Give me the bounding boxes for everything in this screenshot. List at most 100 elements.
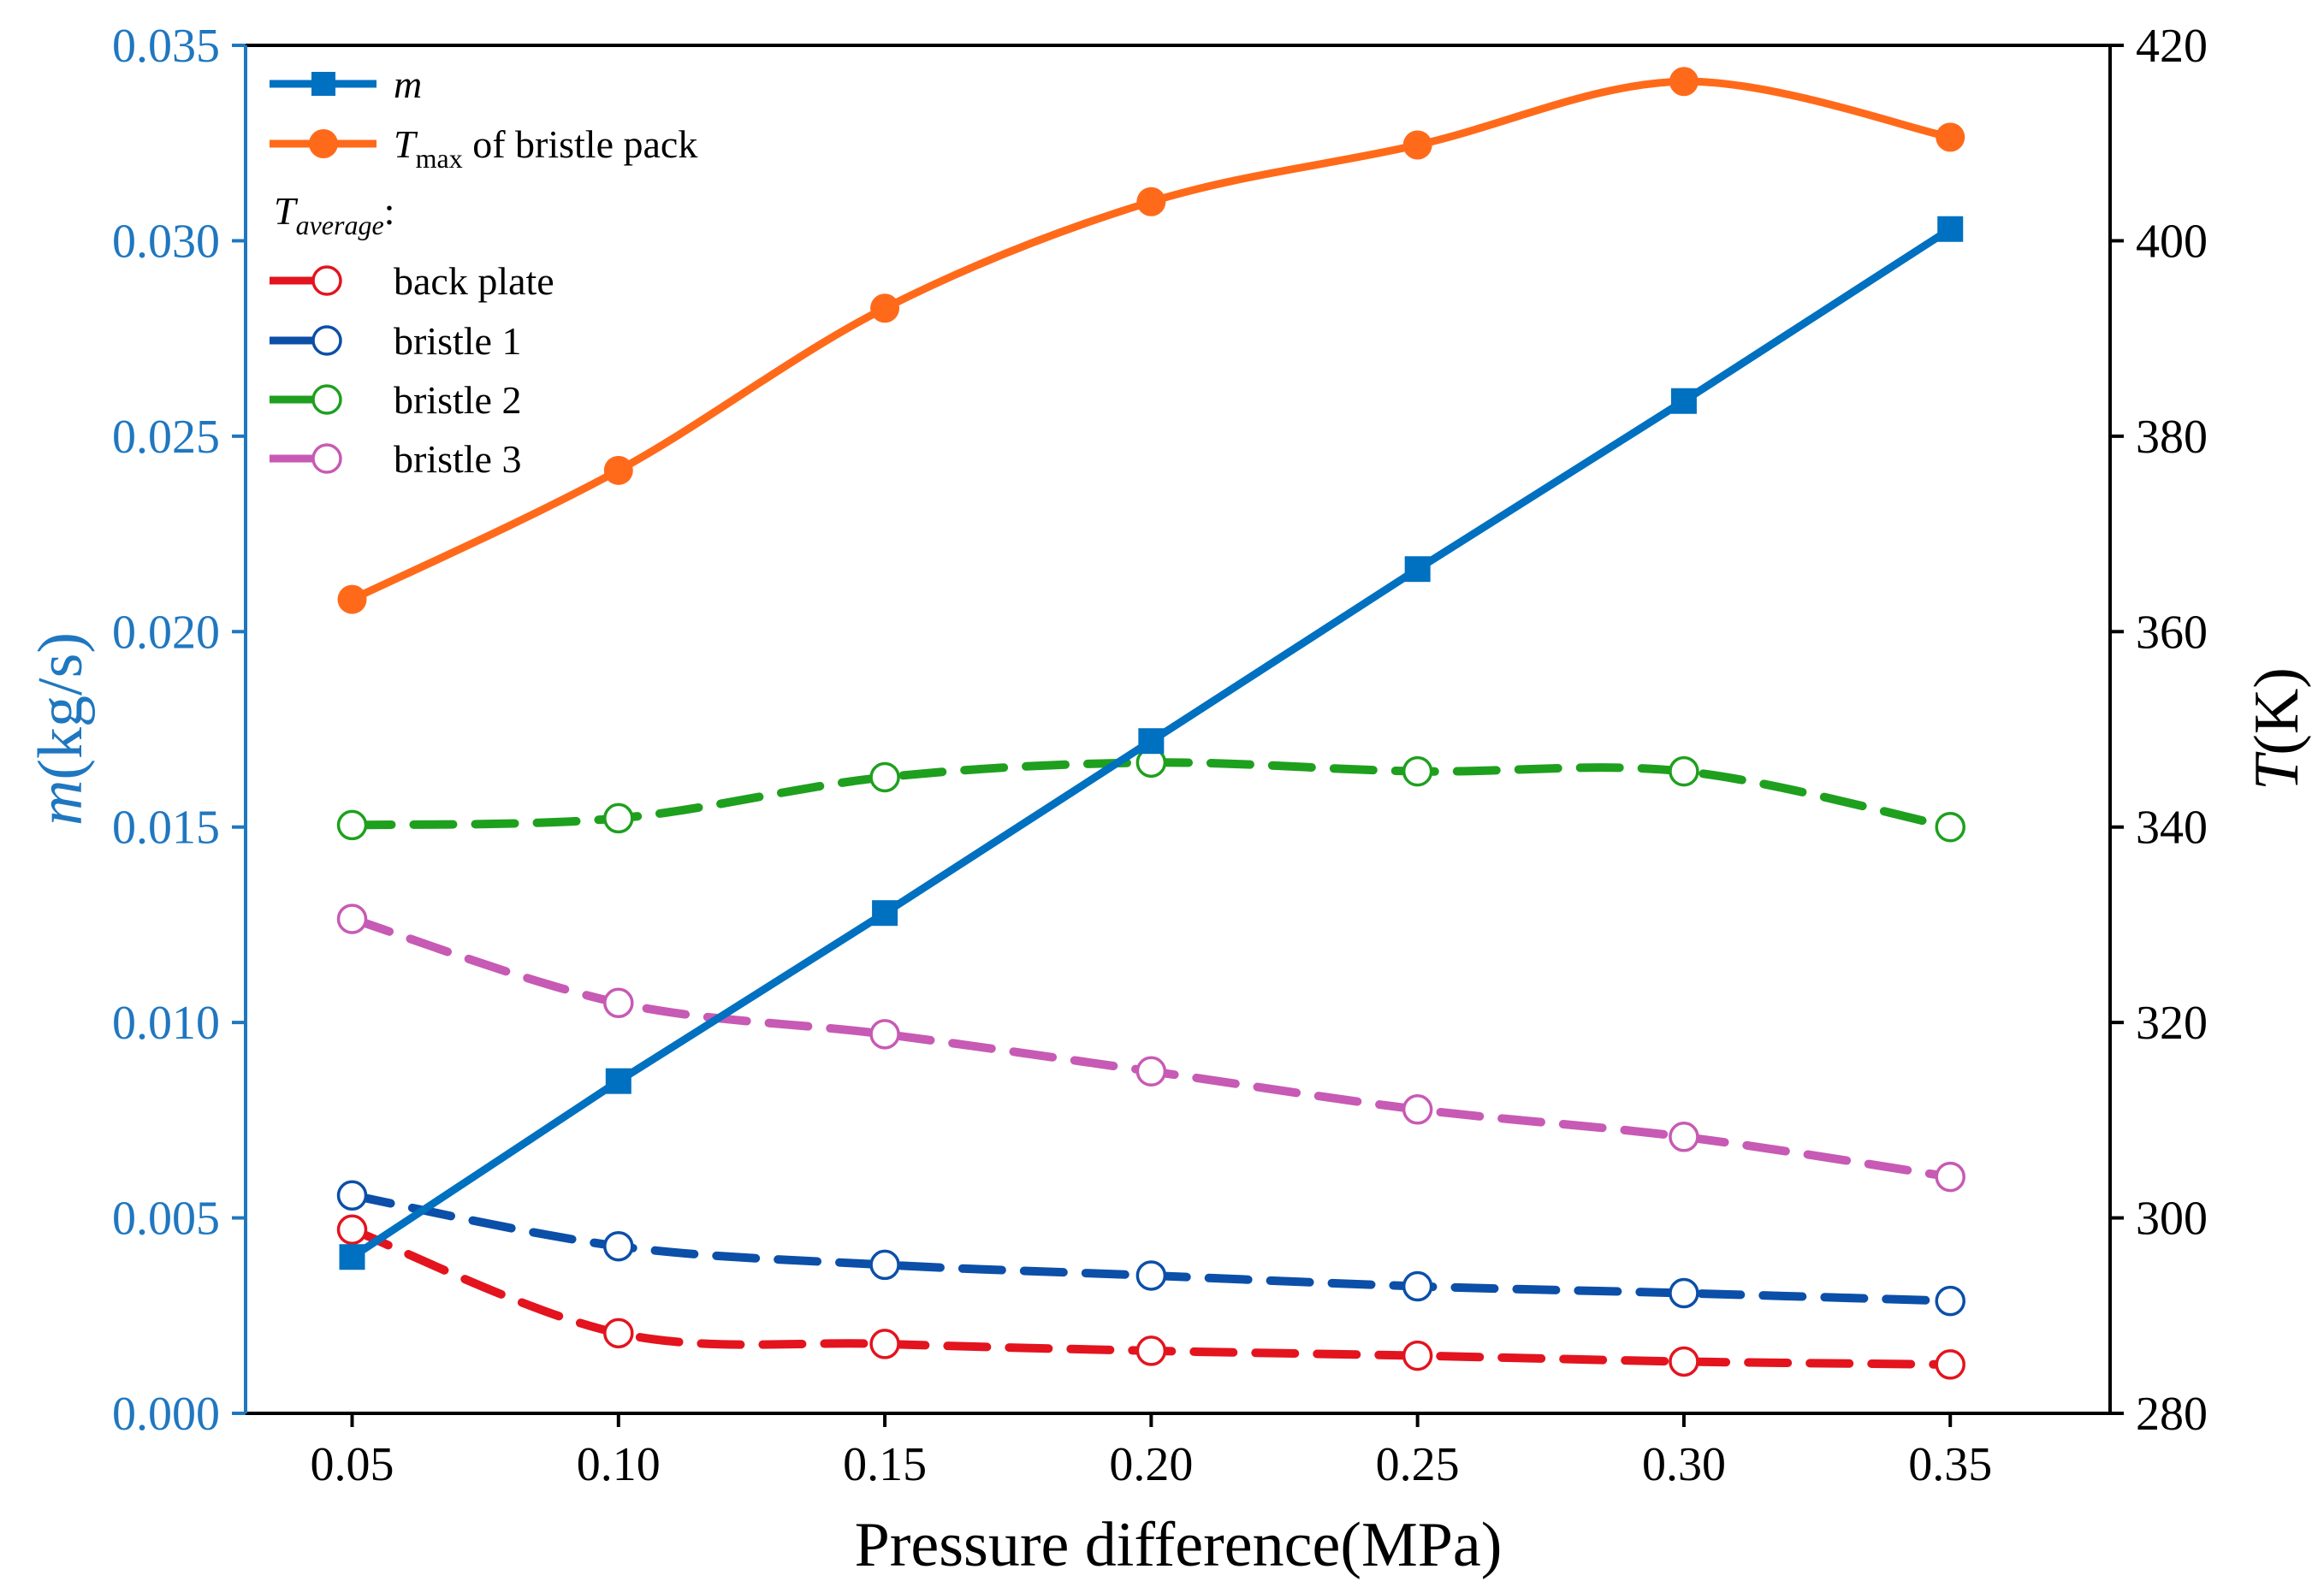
y-axis-right-label-unit: (K) [2242, 667, 2312, 755]
data-point-t [1136, 187, 1166, 216]
series-m [339, 216, 1964, 1270]
right-tick-label: 320 [2136, 997, 2208, 1050]
data-point-bristle-1 [603, 1230, 634, 1262]
x-axis-label: Pressure difference(MPa) [855, 1510, 1503, 1580]
data-point-bristle-3 [869, 1019, 900, 1050]
right-tick-label: 360 [2136, 606, 2208, 659]
legend-entry-back-plate: back plate [270, 259, 554, 303]
data-point-back-plate [1135, 1335, 1167, 1366]
legend-label-bristle-2: bristle 2 [394, 378, 521, 422]
right-tick-label: 380 [2136, 411, 2208, 464]
legend-entry-bristle-1: bristle 1 [270, 319, 521, 363]
series-bristle-1 [336, 1180, 1965, 1317]
y-axis-left-label-unit: (kg/s) [26, 632, 96, 780]
legend-marker-bristle-3 [311, 443, 342, 474]
series-back-plate [336, 1214, 1965, 1380]
data-point-m [1937, 216, 1964, 242]
legend-marker-m [311, 72, 335, 96]
data-point-back-plate [869, 1329, 900, 1359]
legend: m Tmax of bristle pack Taverage: back pl… [270, 62, 697, 481]
series-bristle-3 [336, 903, 1965, 1193]
legend-group-title-symbol: T [274, 189, 299, 233]
legend-label-m: m [394, 62, 422, 106]
right-tick-label: 300 [2136, 1193, 2208, 1246]
right-tick-label: 400 [2136, 215, 2208, 268]
legend-entry-bristle-2: bristle 2 [270, 378, 521, 422]
left-tick-label: 0.020 [112, 606, 220, 659]
legend-label-tmax-name: T [394, 122, 418, 166]
data-point-bristle-1 [869, 1249, 900, 1281]
data-point-bristle-1 [1402, 1270, 1433, 1302]
legend-label-back-plate: back plate [394, 259, 554, 303]
data-point-t [870, 293, 900, 323]
right-tick-label: 280 [2136, 1388, 2208, 1441]
legend-marker-bristle-2 [311, 384, 342, 415]
data-point-t [603, 455, 633, 485]
x-tick-label: 0.35 [1908, 1438, 1992, 1491]
data-point-bristle-3 [336, 903, 368, 934]
data-point-m [605, 1068, 631, 1094]
data-point-bristle-1 [336, 1180, 368, 1211]
data-point-bristle-1 [1935, 1285, 1965, 1317]
data-point-t [1669, 67, 1699, 97]
left-tick-label: 0.000 [112, 1388, 220, 1441]
y-axis-right-label: T(K) [2242, 667, 2312, 791]
data-point-m [339, 1244, 365, 1270]
legend-group-title: Taverage: [274, 189, 394, 240]
legend-marker-tmax [309, 129, 338, 158]
x-tick-label: 0.05 [311, 1438, 394, 1491]
legend-label-tmax-suffix: of bristle pack [463, 122, 698, 166]
y-axis-right-label-symbol: T [2242, 751, 2312, 791]
data-point-back-plate [603, 1318, 634, 1349]
legend-entry-tmax: Tmax of bristle pack [270, 122, 697, 174]
data-point-bristle-3 [603, 987, 634, 1019]
data-point-bristle-3 [1935, 1161, 1965, 1193]
x-tick-label: 0.25 [1376, 1438, 1460, 1491]
data-point-bristle-2 [1402, 755, 1433, 787]
data-point-t [337, 584, 367, 614]
left-tick-label: 0.035 [112, 20, 220, 73]
data-point-m [872, 900, 898, 927]
data-point-bristle-3 [1669, 1122, 1699, 1152]
left-tick-label: 0.030 [112, 215, 220, 268]
data-point-back-plate [336, 1214, 368, 1246]
data-point-m [1138, 728, 1165, 755]
legend-marker-bristle-1 [311, 325, 342, 356]
right-tick-label: 420 [2136, 20, 2208, 73]
data-point-bristle-2 [603, 802, 634, 834]
data-point-m [1670, 388, 1697, 414]
data-point-bristle-1 [1135, 1260, 1167, 1291]
y-axis-left-label-symbol: m [26, 780, 96, 826]
left-tick-label: 0.015 [112, 802, 220, 855]
ticks-layer: 0.000 0.005 0.010 0.015 0.020 0.025 0.030 0.035… [112, 20, 2208, 1491]
data-point-bristle-2 [869, 761, 900, 793]
series-bristle-2 [336, 747, 1965, 843]
x-tick-label: 0.10 [577, 1438, 661, 1491]
data-point-back-plate [1669, 1346, 1699, 1377]
data-point-bristle-2 [1669, 755, 1699, 787]
data-point-t [1402, 130, 1432, 160]
legend-group-title-suffix: : [384, 189, 395, 233]
x-tick-label: 0.20 [1109, 1438, 1193, 1491]
y-axis-left-label: m(kg/s) [26, 632, 96, 826]
legend-marker-back-plate [311, 265, 342, 296]
legend-label-m-name: m [394, 62, 422, 106]
data-point-bristle-1 [1669, 1277, 1699, 1309]
data-point-m [1404, 556, 1431, 583]
legend-group-title-sub: average [296, 210, 384, 240]
data-point-bristle-3 [1402, 1094, 1433, 1125]
left-tick-label: 0.005 [112, 1193, 220, 1246]
series-t [337, 67, 1965, 614]
legend-entry-bristle-3: bristle 3 [270, 437, 521, 481]
series-layer [336, 67, 1965, 1380]
legend-label-bristle-3: bristle 3 [394, 437, 521, 481]
left-tick-label: 0.010 [112, 997, 220, 1050]
data-point-back-plate [1935, 1349, 1965, 1380]
x-tick-label: 0.15 [843, 1438, 927, 1491]
x-tick-label: 0.30 [1642, 1438, 1726, 1491]
legend-label-tmax: Tmax of bristle pack [394, 122, 697, 174]
data-point-back-plate [1402, 1340, 1433, 1371]
left-tick-label: 0.025 [112, 411, 220, 464]
